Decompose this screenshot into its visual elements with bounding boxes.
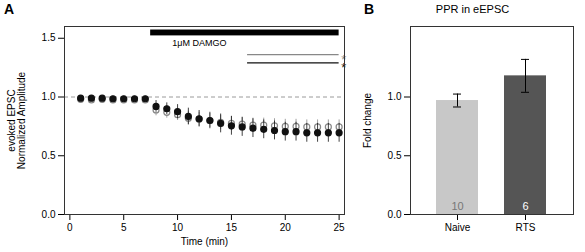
svg-text:0.0: 0.0 [42,209,56,220]
svg-text:1.0: 1.0 [388,91,402,102]
svg-text:25: 25 [334,222,346,233]
html-text:B: B [364,1,375,17]
svg-text:*: * [341,60,346,75]
svg-text:6: 6 [522,200,528,212]
svg-text:1μM DAMGO: 1μM DAMGO [172,38,226,48]
svg-text:0: 0 [67,222,73,233]
svg-text:RTS: RTS [516,222,536,233]
svg-text:evoked EPSCNormalized Amplitud: evoked EPSCNormalized Amplitude [6,71,27,169]
svg-text:0.5: 0.5 [42,150,56,161]
svg-text:1.0: 1.0 [42,91,56,102]
svg-text:20: 20 [280,222,292,233]
html-text:A: A [4,1,15,17]
svg-text:Naive: Naive [445,222,471,233]
svg-text:0.0: 0.0 [388,209,402,220]
svg-text:10: 10 [451,200,463,212]
svg-text:1.5: 1.5 [42,32,56,43]
svg-text:Time (min): Time (min) [181,236,228,247]
html-text:PPR in eEPSC: PPR in eEPSC [435,3,510,15]
svg-text:5: 5 [121,222,127,233]
svg-text:15: 15 [226,222,238,233]
svg-text:10: 10 [172,222,184,233]
svg-text:0.5: 0.5 [388,150,402,161]
svg-text:Fold change: Fold change [362,93,373,148]
